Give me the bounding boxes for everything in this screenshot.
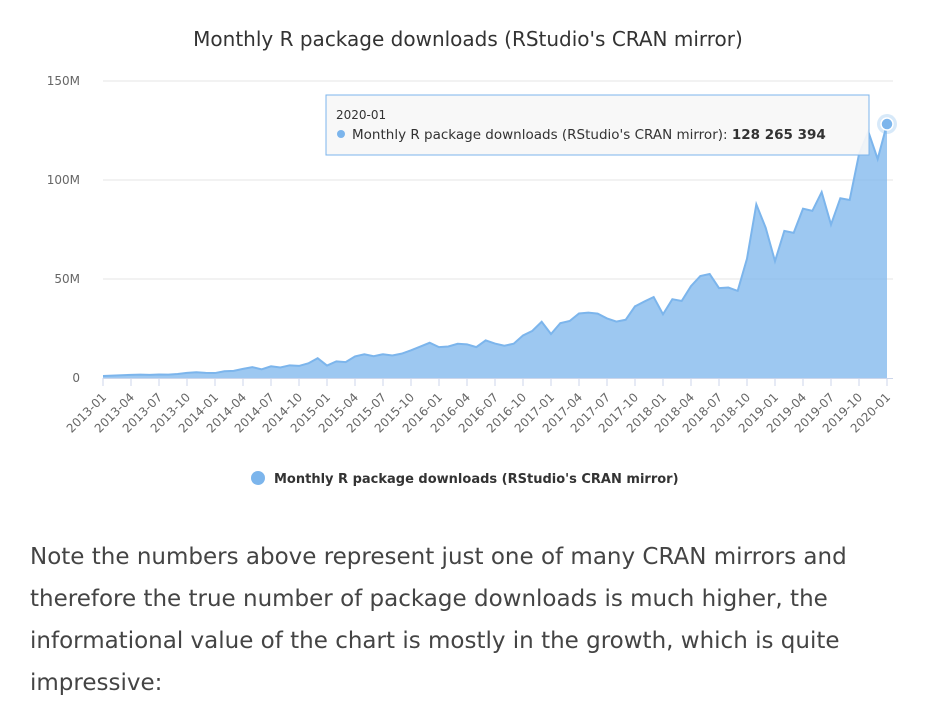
series-area-fill[interactable]	[103, 124, 887, 378]
legend-marker[interactable]	[251, 471, 265, 485]
series-line[interactable]	[102, 123, 888, 378]
legend[interactable]: Monthly R package downloads (RStudio's C…	[251, 471, 679, 487]
chart-svg: Monthly R package downloads (RStudio's C…	[47, 27, 897, 487]
tooltip-value: 128 265 394	[732, 127, 826, 143]
hover-point[interactable]	[880, 117, 894, 131]
downloads-chart: Monthly R package downloads (RStudio's C…	[47, 27, 897, 487]
tooltip-line: Monthly R package downloads (RStudio's C…	[352, 127, 826, 143]
tooltip-date: 2020-01	[336, 108, 386, 122]
note-paragraph: Note the numbers above represent just on…	[30, 544, 847, 696]
y-tick-label: 150M	[47, 74, 80, 88]
y-tick-label: 100M	[47, 173, 80, 187]
series-area[interactable]	[102, 114, 897, 378]
tooltip-series-label: Monthly R package downloads (RStudio's C…	[352, 127, 728, 143]
y-tick-label: 50M	[54, 272, 80, 286]
x-axis: 2013-012013-042013-072013-102014-012014-…	[64, 378, 893, 436]
tooltip-series-marker	[337, 130, 345, 138]
tooltip: 2020-01 Monthly R package downloads (RSt…	[325, 94, 870, 156]
legend-label[interactable]: Monthly R package downloads (RStudio's C…	[274, 472, 679, 487]
y-tick-label: 0	[72, 371, 80, 385]
chart-title: Monthly R package downloads (RStudio's C…	[193, 27, 743, 51]
y-axis-ticks: 0 50M 100M 150M	[47, 74, 80, 385]
tooltip-box	[325, 94, 870, 156]
